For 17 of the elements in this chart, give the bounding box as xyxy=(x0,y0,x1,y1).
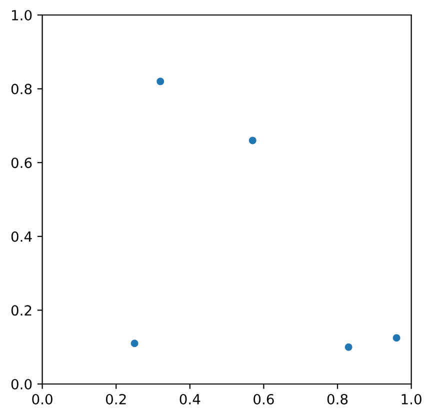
point xyxy=(392,333,402,342)
x-tick-label: 1.0 xyxy=(402,394,422,404)
x-tick-label: 0.8 xyxy=(327,394,348,404)
point xyxy=(344,342,354,352)
y-tick-label: 1.0 xyxy=(12,10,32,20)
x-tick-label: 0.4 xyxy=(180,394,200,404)
y-tick-label: 0.8 xyxy=(11,84,32,94)
y-tick-label: 0.2 xyxy=(11,305,32,316)
x-tick-label: 0.6 xyxy=(254,394,274,404)
y-tick-label: 0.0 xyxy=(11,378,32,390)
point xyxy=(156,76,165,86)
x-tick-label: 0.2 xyxy=(106,394,126,404)
y-tick-label: 0.4 xyxy=(11,231,32,242)
point xyxy=(248,136,258,146)
x-tick-label: 0.0 xyxy=(32,394,52,404)
y-tick-label: 0.6 xyxy=(11,158,32,168)
point xyxy=(130,338,140,348)
